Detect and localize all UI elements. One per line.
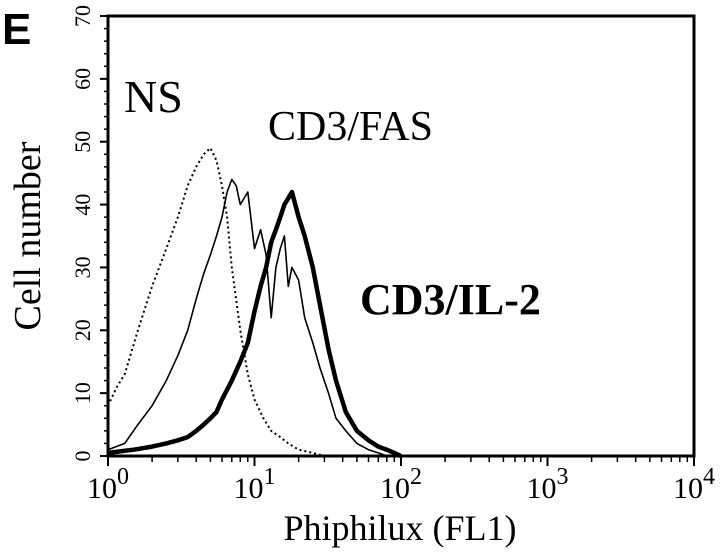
x-tick-label: 103 [527,464,569,505]
x-tick-exponent: 2 [410,464,422,490]
series-line-ns [107,147,325,457]
x-tick-base: 10 [87,472,117,505]
y-axis-ticks: 0 10 20 30 40 50 60 70 [70,5,108,462]
annotation-ns: NS [124,71,183,122]
x-tick-exponent: 0 [117,464,129,490]
y-tick-label: 50 [70,131,95,153]
plot-frame [106,14,696,458]
x-tick-label: 102 [380,464,422,505]
series-line-cd3-il-2 [107,189,402,459]
series-layer [107,147,402,459]
x-tick-exponent: 1 [264,464,276,490]
x-tick-exponent: 3 [557,464,569,490]
panel-label: E [2,5,31,54]
y-tick-label: 60 [70,68,95,90]
y-tick-label: 30 [70,256,95,278]
x-tick-label: 100 [87,464,129,505]
x-tick-base: 10 [527,472,557,505]
x-tick-exponent: 4 [703,464,715,490]
annotation-cd3-il2: CD3/IL-2 [360,275,541,324]
y-axis-title: Cell number [7,141,49,330]
x-axis-title: Phiphilux (FL1) [283,508,516,548]
y-tick-label: 0 [70,451,95,462]
x-tick-label: 104 [673,464,715,505]
x-tick-label: 101 [234,464,276,505]
y-tick-label: 70 [70,5,95,27]
y-tick-label: 40 [70,194,95,216]
annotation-cd3-fas: CD3/FAS [268,104,433,150]
y-tick-label: 10 [70,382,95,404]
x-tick-base: 10 [380,472,410,505]
series-line-cd3-fas [107,178,388,457]
x-tick-base: 10 [234,472,264,505]
y-tick-label: 20 [70,319,95,341]
x-tick-base: 10 [673,472,703,505]
x-axis-ticks: 100 101 102 103 104 [87,456,715,505]
